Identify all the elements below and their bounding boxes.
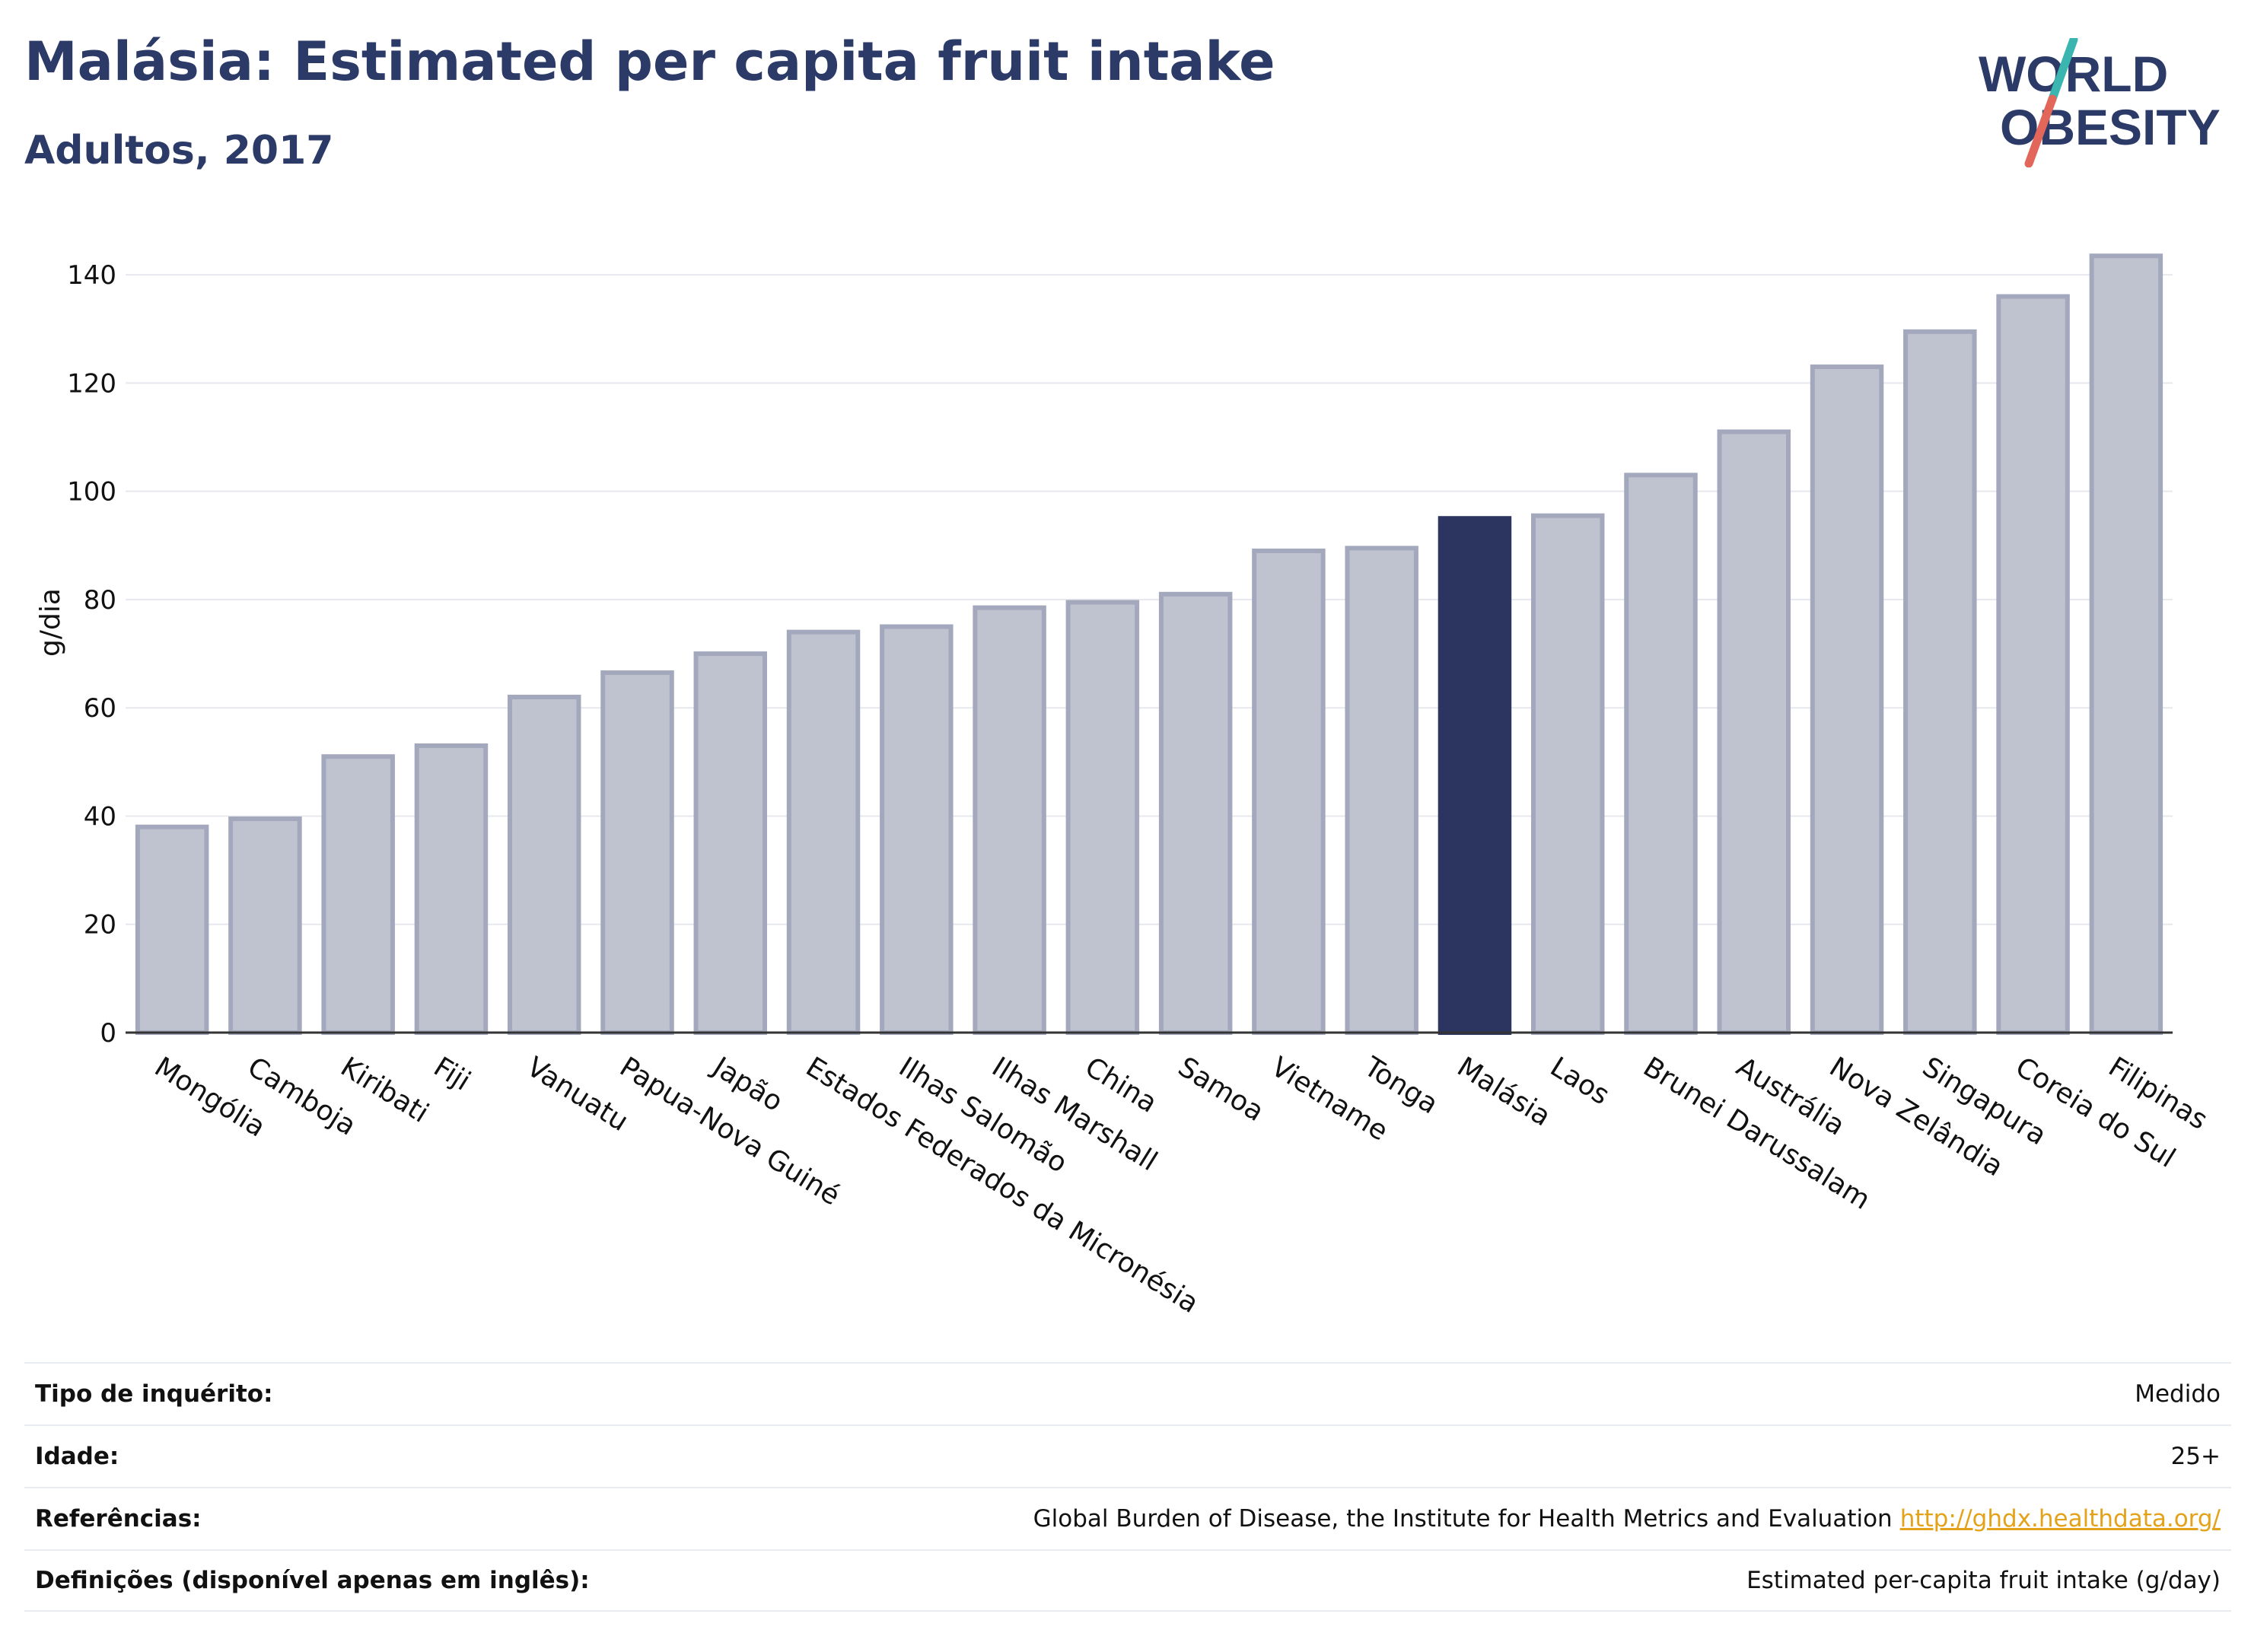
bar (1345, 546, 1418, 1035)
bars (135, 253, 2163, 1036)
bar (135, 824, 209, 1036)
bar (973, 605, 1046, 1035)
chart-subtitle: Adultos, 2017 (24, 128, 334, 173)
bar-chart: 020406080100120140MongóliaCambojaKiribat… (35, 253, 2213, 1319)
bar (2089, 253, 2163, 1035)
y-tick-label: 140 (67, 260, 116, 291)
info-label: Referências: (35, 1505, 202, 1533)
bar (1996, 294, 2070, 1035)
info-label: Tipo de inquérito: (35, 1380, 273, 1408)
bar (1624, 473, 1698, 1035)
info-label: Definições (disponível apenas em inglês)… (35, 1567, 590, 1594)
bar (1065, 600, 1140, 1035)
reference-link[interactable]: http://ghdx.healthdata.org/ (1899, 1505, 2221, 1533)
x-tick-label: Vanuatu (521, 1052, 634, 1138)
info-table: Tipo de inquérito: Medido Idade: 25+ Ref… (24, 1362, 2231, 1612)
bar (786, 629, 861, 1035)
bar (600, 670, 674, 1035)
info-row-references: Referências: Global Burden of Disease, t… (24, 1487, 2231, 1549)
bar (1810, 364, 1884, 1035)
logo-slash-red (2024, 94, 2057, 167)
bar (1530, 513, 1605, 1035)
info-row-age: Idade: 25+ (24, 1424, 2231, 1487)
bar (321, 754, 395, 1035)
info-label: Idade: (35, 1443, 119, 1470)
logo-slash-teal (2048, 38, 2078, 103)
x-tick-label: Coreia do Sul (2010, 1052, 2180, 1174)
y-tick-label: 120 (67, 368, 116, 399)
info-value: Estimated per-capita fruit intake (g/day… (1746, 1567, 2221, 1594)
bar (507, 694, 581, 1035)
bar (414, 743, 489, 1035)
x-tick-label: Fiji (428, 1052, 476, 1097)
info-row-definitions: Definições (disponível apenas em inglês)… (24, 1549, 2231, 1612)
bar (1717, 429, 1791, 1035)
info-row-survey-type: Tipo de inquérito: Medido (24, 1362, 2231, 1424)
y-tick-label: 60 (84, 693, 116, 724)
x-tick-label: Samoa (1173, 1052, 1269, 1128)
y-axis-label: g/dia (35, 588, 66, 657)
reference-text: Global Burden of Disease, the Institute … (1033, 1505, 1893, 1533)
info-value: 25+ (2170, 1443, 2221, 1470)
y-tick-label: 80 (84, 585, 116, 616)
logo-text-line1: WORLD (1979, 46, 2168, 102)
bar (1903, 329, 1977, 1036)
info-value: Medido (2135, 1380, 2221, 1408)
bar (693, 651, 768, 1035)
y-tick-label: 20 (84, 910, 116, 941)
world-obesity-logo: WORLD OBESITY (1979, 38, 2221, 167)
bar (1252, 548, 1326, 1035)
x-tick-label: Ilhas Marshall (986, 1052, 1162, 1178)
y-tick-label: 0 (100, 1018, 116, 1049)
bar (1158, 591, 1233, 1035)
info-value-group: Global Burden of Disease, the Institute … (1033, 1505, 2221, 1533)
x-tick-label: Laos (1545, 1052, 1615, 1112)
bar-highlighted (1438, 516, 1512, 1035)
bar (880, 624, 954, 1035)
x-tick-label: Malásia (1452, 1052, 1556, 1133)
y-tick-label: 40 (84, 801, 116, 832)
bar (228, 816, 302, 1035)
chart-title: Malásia: Estimated per capita fruit inta… (24, 30, 1275, 93)
y-tick-label: 100 (67, 477, 116, 508)
